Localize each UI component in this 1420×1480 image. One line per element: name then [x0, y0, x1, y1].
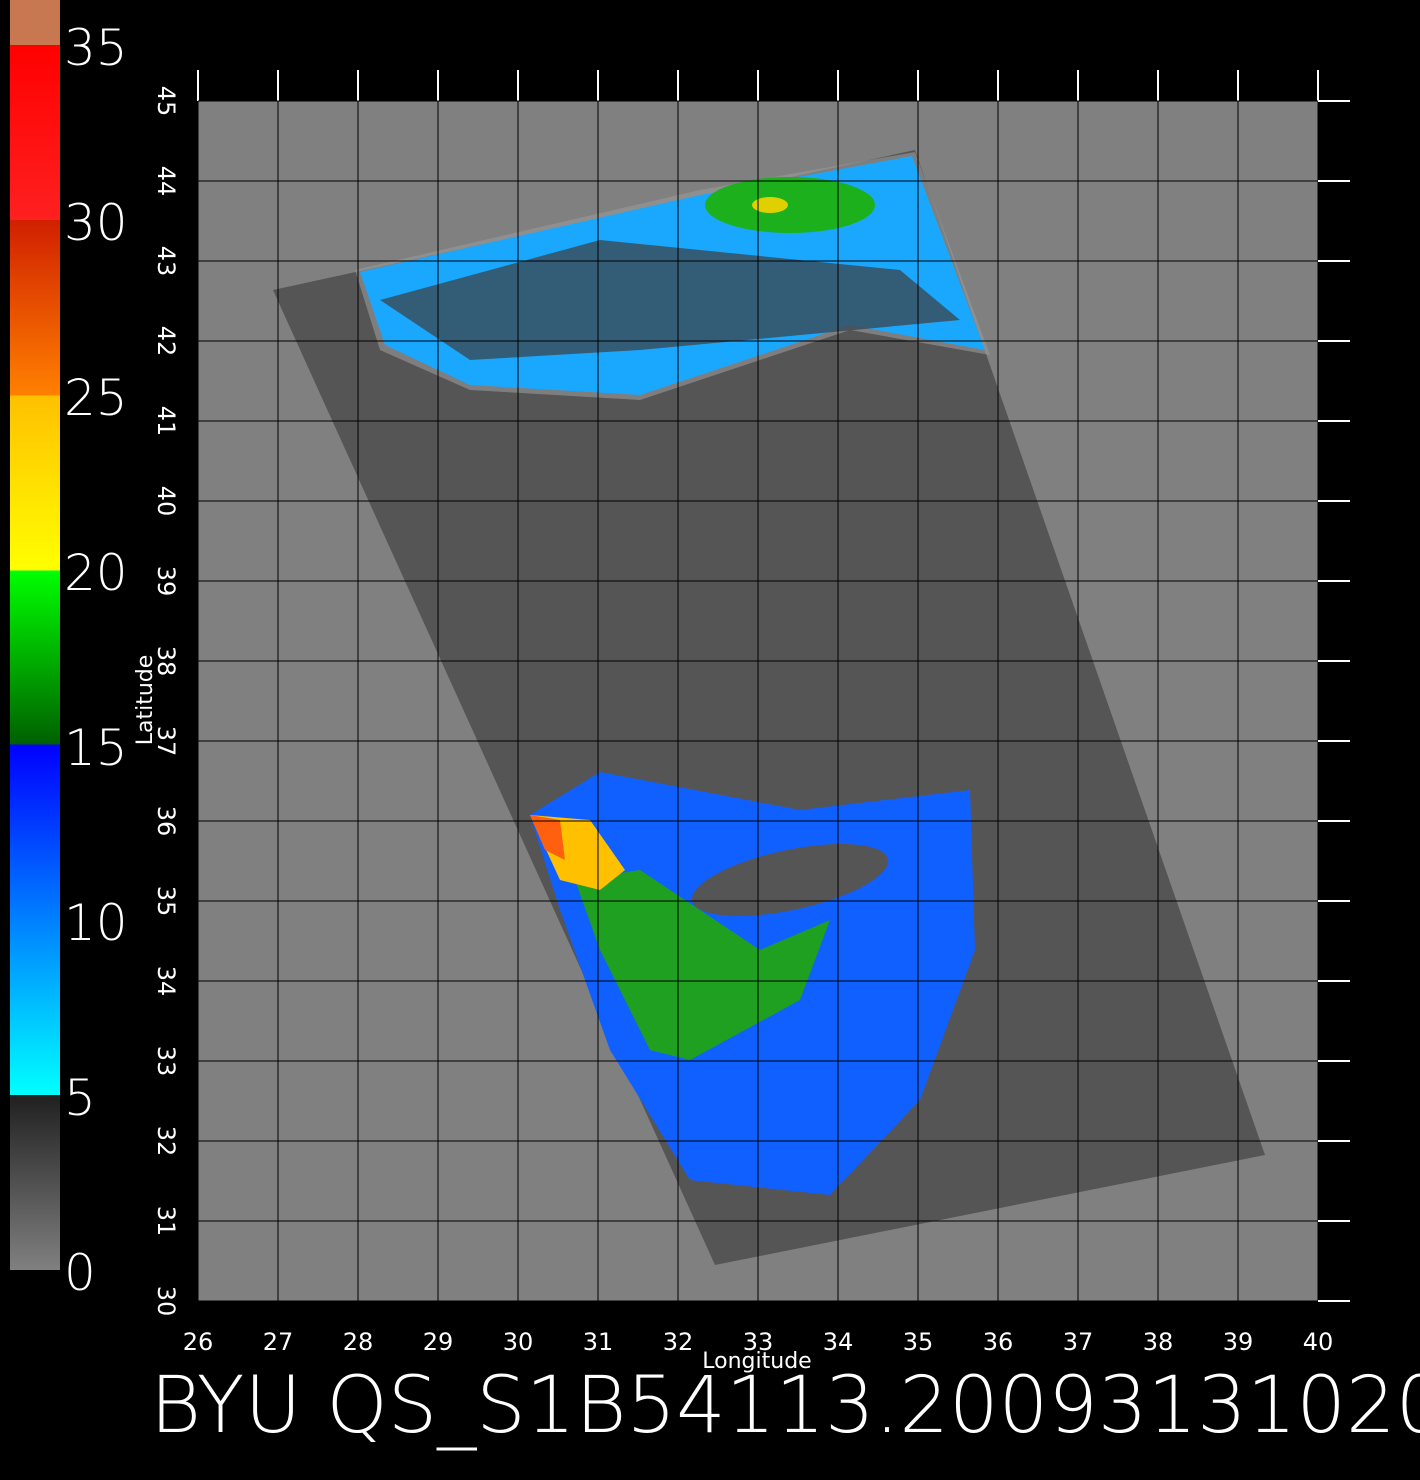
grid: 26 27 28 29 30 31 32 33 34 35 36 37 38 39 40 30 31 32 33 34… — [152, 70, 1350, 1356]
y-tick-label: 45 — [152, 86, 180, 117]
y-tick-label: 44 — [152, 166, 180, 197]
colorbar-label: 5 — [64, 1069, 96, 1127]
y-tick-label: 30 — [152, 1286, 180, 1317]
title: BYU QS_S1B54113.20093131020 — [150, 1361, 1420, 1451]
x-tick-label: 26 — [183, 1328, 214, 1356]
colorbar-label: 25 — [64, 369, 128, 427]
y-tick-label: 40 — [152, 486, 180, 517]
y-tick-label: 43 — [152, 246, 180, 277]
colorbar-top — [10, 0, 60, 45]
colorbar-label: 30 — [64, 194, 128, 252]
x-tick-label: 39 — [1223, 1328, 1254, 1356]
x-tick-label: 36 — [983, 1328, 1014, 1356]
x-tick-label: 35 — [903, 1328, 934, 1356]
y-tick-label: 37 — [152, 726, 180, 757]
green-wind-patch — [575, 870, 830, 1060]
low-wind-patch — [380, 240, 960, 360]
cyprus — [691, 844, 889, 916]
swath — [273, 150, 1265, 1265]
y-tick-label: 36 — [152, 806, 180, 837]
x-tick-label: 38 — [1143, 1328, 1174, 1356]
y-tick-label: 39 — [152, 566, 180, 597]
colorbar-label: 15 — [64, 719, 128, 777]
y-tick-label: 32 — [152, 1126, 180, 1157]
colorbar-gradient — [10, 45, 60, 1270]
y-tick-label: 31 — [152, 1206, 180, 1237]
colorbar: 0 5 10 15 20 25 30 35 — [10, 0, 128, 1302]
x-tick-label: 28 — [343, 1328, 374, 1356]
strong-wind-spot — [752, 197, 788, 213]
y-axis-label: Latitude — [133, 655, 158, 746]
y-tick-label: 42 — [152, 326, 180, 357]
labels: Longitude Latitude BYU QS_S1B54113.20093… — [133, 655, 1420, 1451]
colorbar-label: 20 — [64, 544, 128, 602]
x-tick-label: 34 — [823, 1328, 854, 1356]
colorbar-label: 10 — [64, 894, 128, 952]
moderate-wind-patch — [705, 177, 875, 233]
x-tick-label: 33 — [743, 1328, 774, 1356]
x-tick-label: 37 — [1063, 1328, 1094, 1356]
x-tick-label: 32 — [663, 1328, 694, 1356]
x-tick-label: 31 — [583, 1328, 614, 1356]
y-tick-label: 34 — [152, 966, 180, 997]
x-tick-label: 29 — [423, 1328, 454, 1356]
x-tick-label: 30 — [503, 1328, 534, 1356]
orange-wind-patch — [530, 815, 565, 860]
y-tick-label: 41 — [152, 406, 180, 437]
x-axis-label: Longitude — [702, 1349, 811, 1374]
y-tick-label: 33 — [152, 1046, 180, 1077]
x-tick-label: 27 — [263, 1328, 294, 1356]
colorbar-label: 35 — [64, 19, 128, 77]
colorbar-label: 0 — [64, 1244, 96, 1302]
y-tick-label: 35 — [152, 886, 180, 917]
x-tick-label: 40 — [1303, 1328, 1334, 1356]
y-tick-label: 38 — [152, 646, 180, 677]
